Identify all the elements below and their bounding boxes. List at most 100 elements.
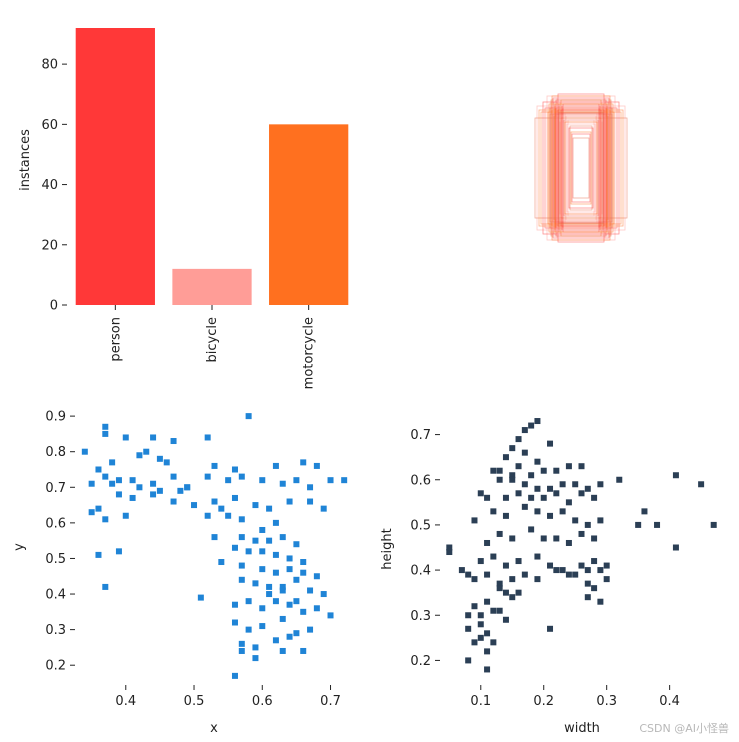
wh-cell <box>547 562 554 569</box>
wh-cell <box>509 476 516 483</box>
xy-cell <box>204 473 211 480</box>
wh-cell <box>484 666 491 673</box>
xy-cell <box>231 466 238 473</box>
wh-cell <box>471 576 478 583</box>
xy-cell <box>259 605 266 612</box>
wh-x-tick-label: 0.1 <box>470 694 491 709</box>
wh-cell <box>547 625 554 632</box>
xy-x-tick-label: 0.5 <box>184 694 205 709</box>
wh-cell <box>591 558 598 565</box>
xy-cell <box>136 484 143 491</box>
xy-y-tick-label: 0.5 <box>45 552 66 567</box>
bounding-box <box>558 105 604 231</box>
xy-cell <box>122 512 129 519</box>
wh-cell <box>496 580 503 587</box>
xy-cell <box>259 566 266 573</box>
xy-cell <box>286 566 293 573</box>
xy-cell <box>170 498 177 505</box>
wh-cell <box>534 576 541 583</box>
wh-cell <box>698 481 705 488</box>
xy-cell <box>259 526 266 533</box>
wh-cell <box>484 571 491 578</box>
xy-cell <box>279 587 286 594</box>
wh-cell <box>465 571 472 578</box>
wh-cell <box>534 418 541 425</box>
xy-cell <box>313 605 320 612</box>
wh-y-axis: 0.2 0.3 0.4 0.5 0.6 0.7 <box>410 428 440 669</box>
watermark-text: CSDN @AI小怪兽 <box>639 722 729 735</box>
wh-cell <box>490 467 497 474</box>
xy-y-tick-label: 0.6 <box>45 516 66 531</box>
xy-cell <box>102 583 109 590</box>
xy-cell <box>197 594 204 601</box>
xy-cell <box>156 487 163 494</box>
xy-heatmap-cells <box>81 413 348 679</box>
wh-cell <box>597 598 604 605</box>
xy-cell <box>279 534 286 541</box>
xy-cell <box>300 459 307 466</box>
xy-cell <box>266 591 273 598</box>
xy-cell <box>88 480 95 487</box>
wh-cell <box>553 490 560 497</box>
wh-cell <box>509 535 516 542</box>
wh-cell <box>515 490 522 497</box>
xy-cell <box>218 505 225 512</box>
xy-cell <box>252 537 259 544</box>
wh-cell <box>477 490 484 497</box>
xy-cell <box>245 548 252 555</box>
xy-cell <box>143 448 150 455</box>
xy-y-tick-label: 0.2 <box>45 659 66 674</box>
wh-cell <box>565 571 572 578</box>
wh-cell <box>559 567 566 574</box>
xy-cell <box>102 516 109 523</box>
xy-cell <box>109 480 116 487</box>
wh-y-tick-label: 0.6 <box>410 473 431 488</box>
wh-cell <box>502 512 509 519</box>
wh-cell <box>578 463 585 470</box>
xy-cell <box>231 601 238 608</box>
xy-cell <box>231 544 238 551</box>
wh-y-axis-title: height <box>380 528 395 569</box>
wh-cell <box>484 598 491 605</box>
wh-cell <box>458 567 465 574</box>
wh-cell <box>710 521 717 528</box>
bar-person <box>75 28 155 305</box>
xy-cell <box>170 438 177 445</box>
bounding-box <box>549 113 613 223</box>
wh-cell <box>591 494 598 501</box>
wh-cell <box>572 517 579 524</box>
xy-cell <box>293 477 300 484</box>
xy-cell <box>327 612 334 619</box>
wh-cell <box>603 562 610 569</box>
wh-cell <box>641 508 648 515</box>
xy-y-tick-label: 0.9 <box>45 410 66 425</box>
bar-bicycle <box>172 268 252 305</box>
bounding-box <box>536 105 626 231</box>
wh-cell <box>509 445 516 452</box>
bounding-box <box>552 113 610 223</box>
xy-cell <box>293 630 300 637</box>
xy-cell <box>115 477 122 484</box>
wh-cell <box>484 539 491 546</box>
bar-y-axis: 0 20 40 60 80 <box>41 58 67 314</box>
wh-cell <box>502 616 509 623</box>
wh-cell <box>578 490 585 497</box>
bar-y-tick-label: 40 <box>41 178 58 193</box>
wh-cell <box>559 508 566 515</box>
wh-cell <box>502 562 509 569</box>
xy-cell <box>204 512 211 519</box>
wh-cell <box>572 481 579 488</box>
xy-cell <box>300 608 307 615</box>
wh-cell <box>672 472 679 479</box>
wh-cell <box>465 657 472 664</box>
bounding-box <box>562 103 600 233</box>
xy-cell <box>225 512 232 519</box>
wh-cell <box>465 625 472 632</box>
xy-cell <box>81 448 88 455</box>
bounding-box <box>564 121 598 215</box>
wh-cell <box>565 463 572 470</box>
wh-cell <box>547 485 554 492</box>
xy-cell <box>245 598 252 605</box>
xy-cell <box>293 576 300 583</box>
xy-cell <box>286 498 293 505</box>
